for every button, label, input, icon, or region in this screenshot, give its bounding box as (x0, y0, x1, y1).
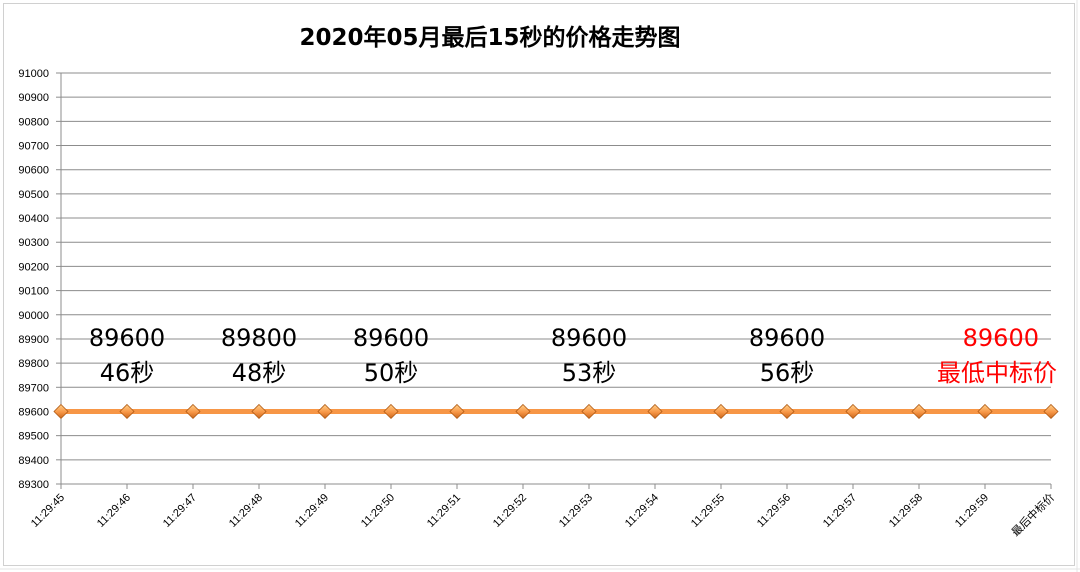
annotation-price: 89600 (353, 324, 429, 352)
annotation-price: 89600 (551, 324, 627, 352)
data-point-marker (911, 403, 927, 420)
y-tick-label: 89500 (18, 431, 49, 443)
x-tick-label: 11:29:52 (491, 492, 529, 530)
data-point-marker (449, 403, 465, 420)
x-tick-label: 11:29:55 (689, 492, 727, 530)
y-tick-label: 89400 (18, 455, 49, 467)
x-tick-label: 11:29:45 (29, 492, 67, 530)
data-point-marker (647, 403, 663, 420)
y-tick-label: 89300 (18, 479, 49, 491)
annotation-time: 最低中标价 (937, 359, 1057, 387)
annotation-time: 50秒 (364, 359, 419, 387)
x-tick-label: 11:29:58 (887, 492, 925, 530)
y-tick-label: 90000 (18, 310, 49, 322)
y-tick-label: 89900 (18, 334, 49, 346)
y-tick-label: 90300 (18, 237, 49, 249)
y-tick-label: 90200 (18, 261, 49, 273)
y-tick-label: 90500 (18, 189, 49, 201)
x-tick-label: 最后中标价 (1008, 490, 1057, 539)
y-tick-label: 89700 (18, 382, 49, 394)
data-point-marker (383, 403, 399, 420)
chart-title: 2020年05月最后15秒的价格走势图 (299, 25, 681, 51)
x-tick-label: 11:29:57 (821, 492, 859, 530)
y-tick-label: 89600 (18, 406, 49, 418)
annotation-time: 48秒 (232, 359, 287, 387)
x-tick-label: 11:29:49 (293, 492, 331, 530)
data-point-marker (185, 403, 201, 420)
data-point-marker (317, 403, 333, 420)
x-tick-label: 11:29:59 (953, 492, 991, 530)
data-point-marker (713, 403, 729, 420)
data-point-marker (515, 403, 531, 420)
annotation-time: 53秒 (562, 359, 617, 387)
data-point-marker (779, 403, 795, 420)
annotation-price: 89600 (89, 324, 165, 352)
data-point-marker (53, 403, 69, 420)
y-tick-label: 90400 (18, 213, 49, 225)
x-tick-label: 11:29:53 (557, 492, 595, 530)
annotation-price: 89600 (749, 324, 825, 352)
data-point-marker (251, 403, 267, 420)
data-point-marker (977, 403, 993, 420)
x-tick-label: 11:29:50 (359, 492, 397, 530)
x-tick-label: 11:29:51 (425, 492, 463, 530)
x-tick-label: 11:29:56 (755, 492, 793, 530)
annotation-time: 46秒 (100, 359, 155, 387)
y-tick-label: 89800 (18, 358, 49, 370)
y-tick-label: 90900 (18, 92, 49, 104)
y-tick-label: 90100 (18, 286, 49, 298)
data-point-marker (581, 403, 597, 420)
x-tick-label: 11:29:48 (227, 492, 265, 530)
y-tick-label: 90700 (18, 141, 49, 153)
x-tick-label: 11:29:47 (161, 492, 199, 530)
data-point-marker (1043, 403, 1059, 420)
y-tick-label: 90600 (18, 165, 49, 177)
x-tick-label: 11:29:54 (623, 492, 661, 530)
data-point-marker (845, 403, 861, 420)
x-tick-label: 11:29:46 (95, 492, 133, 530)
annotation-price: 89600 (963, 324, 1039, 352)
annotation-price: 89800 (221, 324, 297, 352)
annotation-time: 56秒 (760, 359, 815, 387)
data-point-marker (119, 403, 135, 420)
y-tick-label: 91000 (18, 68, 49, 80)
y-tick-label: 90800 (18, 116, 49, 128)
